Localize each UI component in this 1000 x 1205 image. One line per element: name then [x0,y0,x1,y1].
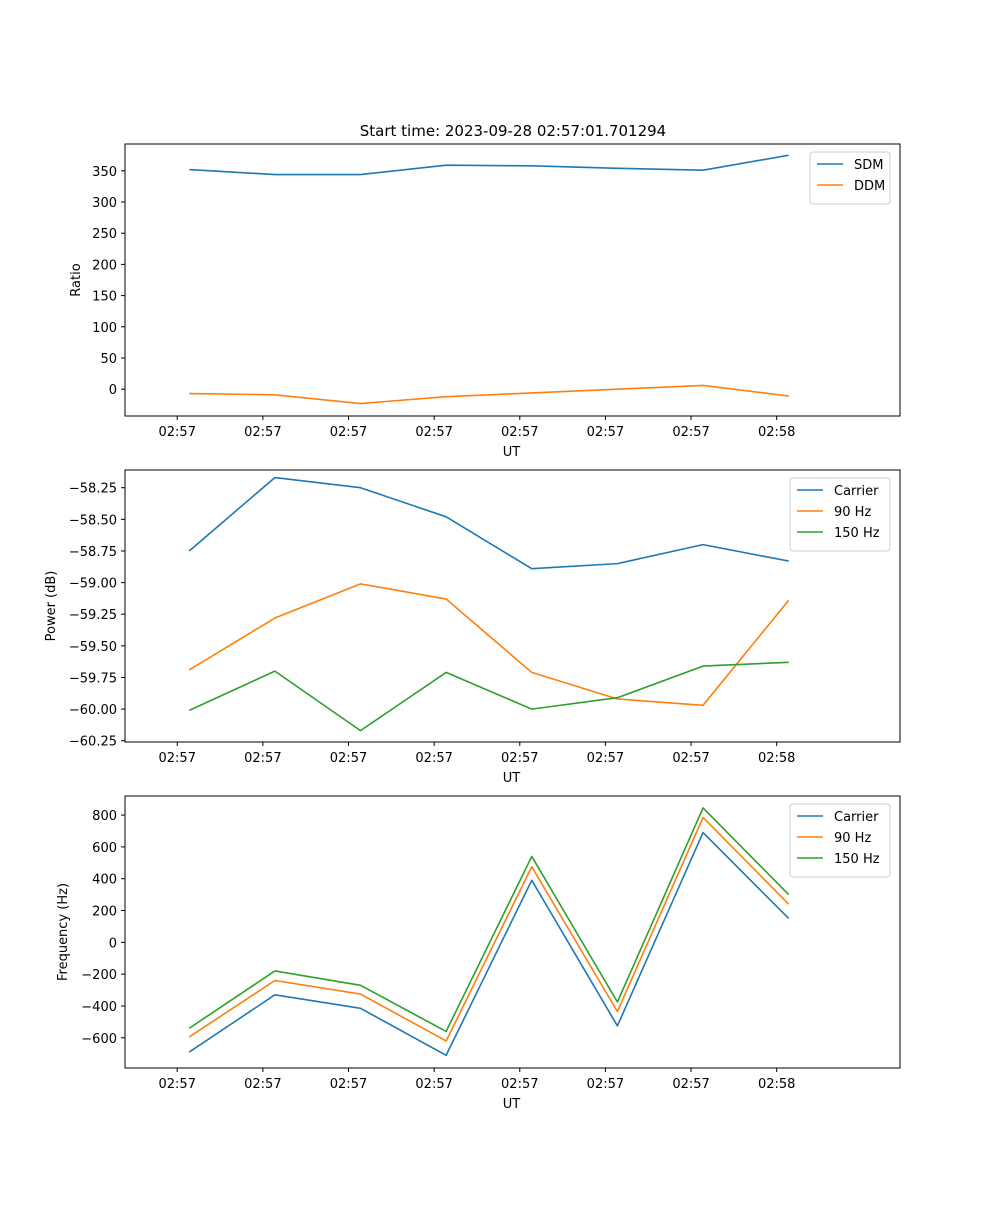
figure-title: Start time: 2023-09-28 02:57:01.701294 [360,122,666,140]
legend-label: 90 Hz [834,831,871,846]
legend-label: 90 Hz [834,505,871,520]
y-tick-label: −60.00 [69,703,117,718]
x-tick-label: 02:57 [244,425,281,440]
x-tick-label: 02:57 [159,1077,196,1092]
x-tick-label: 02:57 [330,1077,367,1092]
x-tick-label: 02:58 [758,425,795,440]
y-tick-label: 0 [109,383,117,398]
y-axis-label: Power (dB) [44,571,59,642]
legend-label: SDM [854,158,883,173]
x-tick-label: 02:57 [415,751,452,766]
x-tick-label: 02:57 [415,425,452,440]
x-axis-label: UT [503,445,521,460]
y-tick-label: −600 [81,1032,117,1047]
x-axis-label: UT [503,771,521,786]
y-tick-label: 600 [92,841,117,856]
x-tick-label: 02:57 [672,751,709,766]
y-tick-label: 250 [92,227,117,242]
y-tick-label: −59.00 [69,577,117,592]
x-tick-label: 02:57 [330,751,367,766]
legend: SDM DDM [810,152,890,204]
x-tick-label: 02:57 [330,425,367,440]
y-tick-label: −58.25 [69,482,117,497]
x-tick-label: 02:57 [587,1077,624,1092]
legend: Carrier 90 Hz 150 Hz [790,478,890,551]
x-tick-label: 02:57 [159,751,196,766]
legend: Carrier 90 Hz 150 Hz [790,804,890,877]
y-tick-label: −400 [81,1000,117,1015]
y-tick-label: 200 [92,905,117,920]
x-tick-label: 02:57 [587,425,624,440]
y-tick-label: 50 [100,352,117,367]
y-tick-label: −59.50 [69,640,117,655]
legend-label: DDM [854,179,885,194]
x-tick-label: 02:57 [501,1077,538,1092]
y-tick-label: 400 [92,873,117,888]
y-tick-label: 300 [92,196,117,211]
y-tick-label: −60.25 [69,735,117,750]
x-tick-label: 02:57 [501,751,538,766]
x-tick-label: 02:57 [244,751,281,766]
x-tick-label: 02:58 [758,1077,795,1092]
legend-label: Carrier [834,810,879,825]
y-tick-label: 200 [92,258,117,273]
y-axis-label: Frequency (Hz) [56,883,71,981]
legend-label: 150 Hz [834,526,880,541]
y-tick-label: −58.50 [69,513,117,528]
y-tick-label: 800 [92,809,117,824]
legend-label: Carrier [834,484,879,499]
x-tick-label: 02:57 [501,425,538,440]
y-tick-label: 350 [92,165,117,180]
y-tick-label: 150 [92,290,117,305]
x-tick-label: 02:57 [672,425,709,440]
x-tick-label: 02:57 [672,1077,709,1092]
y-tick-label: 100 [92,321,117,336]
x-tick-label: 02:58 [758,751,795,766]
x-axis-label: UT [503,1097,521,1112]
y-axis-label: Ratio [69,263,84,296]
y-tick-label: −59.75 [69,671,117,686]
x-tick-label: 02:57 [244,1077,281,1092]
legend-label: 150 Hz [834,852,880,867]
y-tick-label: −200 [81,968,117,983]
x-tick-label: 02:57 [159,425,196,440]
y-tick-label: 0 [109,936,117,951]
y-tick-label: −58.75 [69,545,117,560]
x-tick-label: 02:57 [415,1077,452,1092]
y-tick-label: −59.25 [69,608,117,623]
x-tick-label: 02:57 [587,751,624,766]
